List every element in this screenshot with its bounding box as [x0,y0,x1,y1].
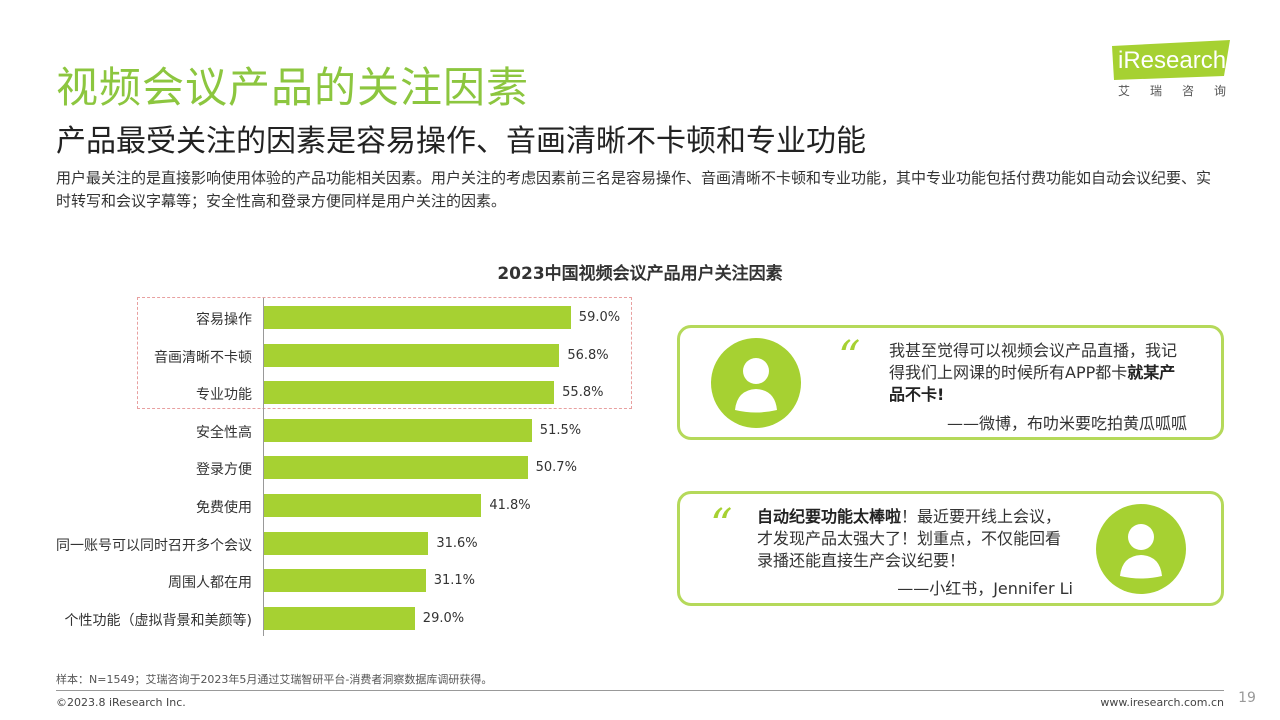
bar-value-label: 41.8% [489,498,531,513]
footer-divider [56,690,1224,691]
quote-source: ——微博，布叻米要吃拍黄瓜呱呱 [946,414,1187,433]
bar-value-label: 29.0% [422,610,465,626]
user-avatar-icon [1096,504,1186,594]
person-icon [1120,524,1162,579]
top-factors-highlight-box [137,297,632,409]
bar-category-label: 安全性高 [196,424,252,441]
quote-mark-icon: “ [838,332,861,383]
page-description: 用户最关注的是直接影响使用体验的产品功能相关因素。用户关注的考虑因素前三名是容易… [56,169,1212,210]
logo-brand-text: iResearch [1118,47,1227,74]
bar-category-label: 登录方便 [196,462,252,479]
website-link[interactable]: www.iresearch.com.cn [1100,696,1224,709]
logo-cn-text: 艾瑞咨询 [1118,84,1247,98]
bar-category-label: 专业功能 [196,387,252,404]
person-icon [735,358,777,413]
quote-card-weibo: “ 我甚至觉得可以视频会议产品直播，我记得我们上网课的时候所有APP都卡就某产品… [677,325,1224,440]
bar-value-label: 51.5% [539,422,582,438]
bar [264,456,528,480]
bar-category-label: 个性功能（虚拟背景和美颜等) [64,612,252,629]
bar-value-label: 31.6% [436,535,478,551]
bar-value-label: 55.8% [562,385,604,401]
bar [264,606,415,630]
bar-category-label: 免费使用 [196,500,252,516]
bar-value-label: 31.1% [433,573,476,589]
bar [264,306,571,329]
page-title: 视频会议产品的关注因素 [56,63,530,112]
page-subtitle: 产品最受关注的因素是容易操作、音画清晰不卡顿和专业功能 [56,124,866,159]
bar [264,569,426,593]
page-number: 19 [1238,690,1256,706]
bar [264,494,482,517]
quote-card-xiaohongshu: “ 自动纪要功能太棒啦！最近要开线上会议，才发现产品太强大了！划重点，不仅能回看… [677,491,1224,606]
sample-note: 样本：N=1549；艾瑞咨询于2023年5月通过艾瑞智研平台-消费者洞察数据库调… [56,673,493,686]
bar-category-label: 同一账号可以同时召开多个会议 [56,537,252,554]
quote-mark-icon: “ [710,500,733,551]
bar [264,531,429,555]
bar [264,418,532,442]
quote-text: 自动纪要功能太棒啦！最近要开线上会议，才发现产品太强大了！划重点，不仅能回看录播… [757,507,1062,570]
bar-value-label: 50.7% [535,460,577,476]
bar-value-label: 59.0% [578,310,621,325]
bar [264,343,560,367]
chart-axis-line [263,298,264,636]
logo-badge-shape [1112,40,1230,80]
bar-category-label: 容易操作 [196,312,252,328]
bar [264,381,555,405]
quote-text: 我甚至觉得可以视频会议产品直播，我记得我们上网课的时候所有APP都卡就某产品不卡… [889,341,1178,404]
chart-title: 2023中国视频会议产品用户关注因素 [497,264,783,284]
iresearch-logo: iResearch 艾瑞咨询 [1112,40,1242,100]
user-avatar-icon [711,338,801,428]
quote-source: ——小红书，Jennifer Li [897,579,1073,598]
bar-value-label: 56.8% [567,347,609,363]
copyright: ©2023.8 iResearch Inc. [56,696,186,709]
bar-category-label: 周围人都在用 [168,575,252,592]
bar-category-label: 音画清晰不卡顿 [154,349,252,366]
